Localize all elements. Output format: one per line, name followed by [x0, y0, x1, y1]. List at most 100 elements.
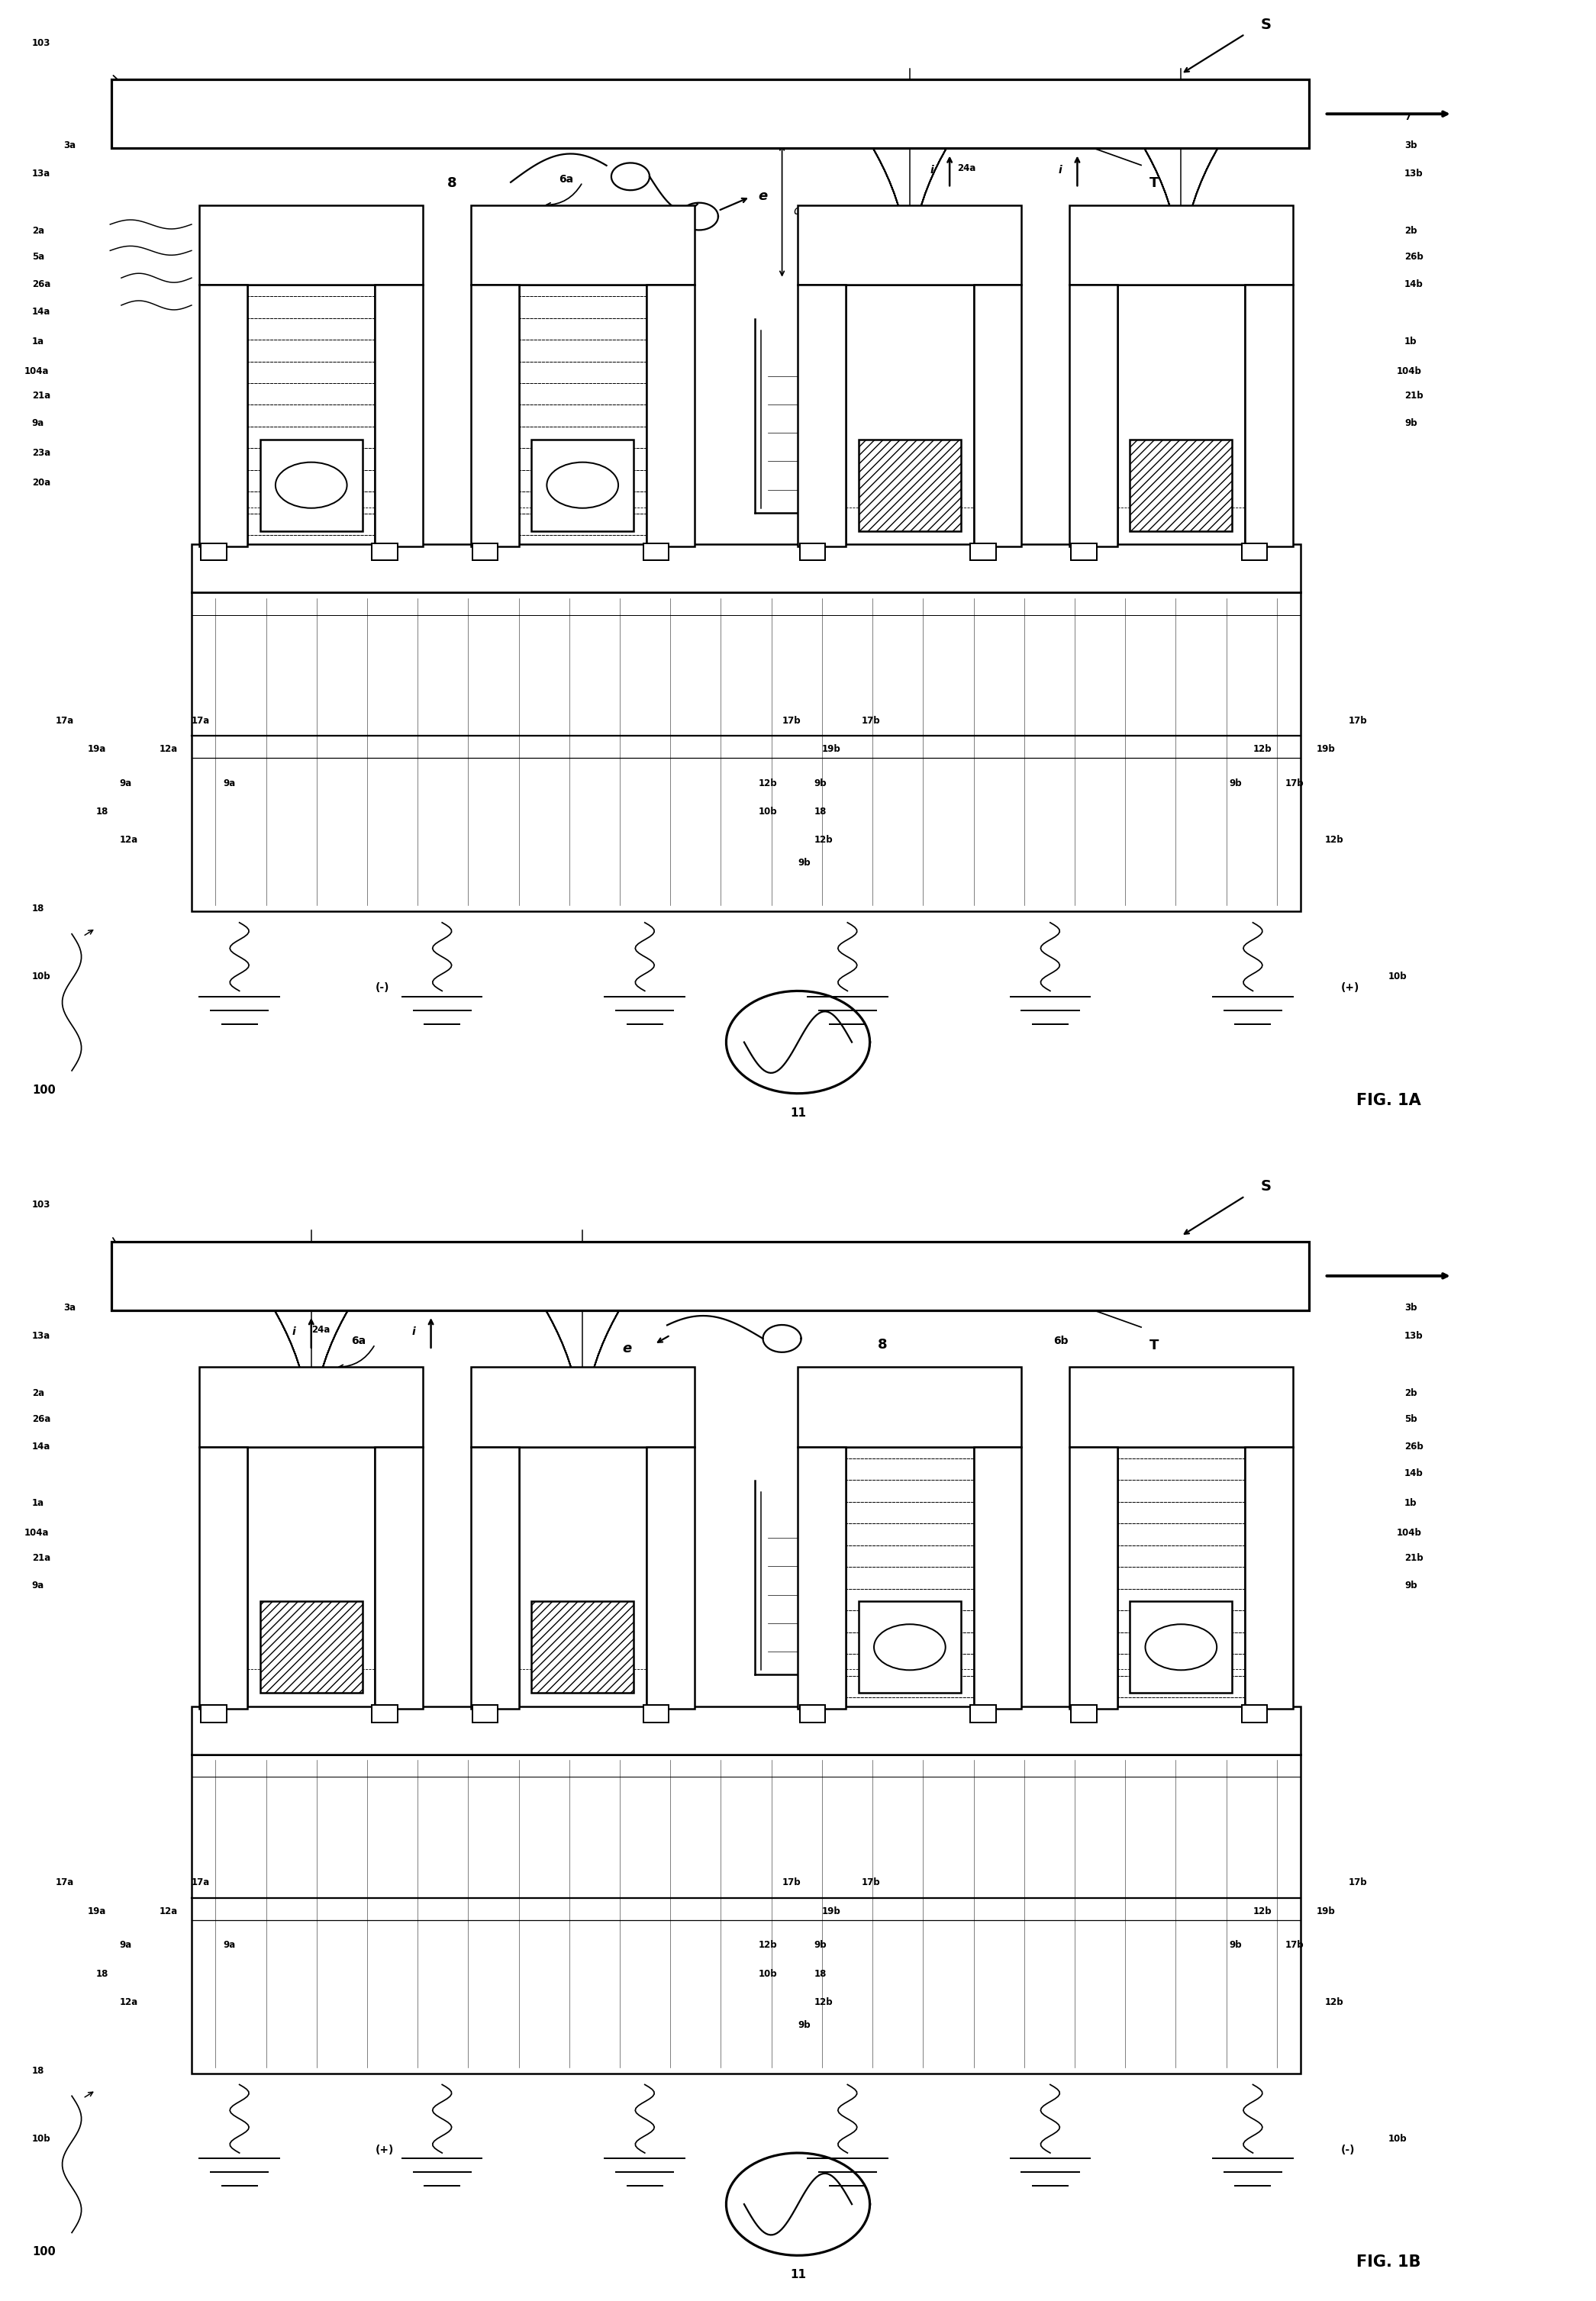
Text: 104a: 104a	[806, 430, 832, 442]
Bar	[200, 285, 247, 548]
Text: 18: 18	[814, 1970, 827, 1979]
Bar	[646, 285, 694, 548]
Ellipse shape	[875, 1625, 945, 1671]
Text: 19b: 19b	[822, 743, 841, 755]
Text: 26b: 26b	[1404, 253, 1424, 262]
Text: 3a: 3a	[64, 140, 77, 150]
Text: 14a: 14a	[32, 306, 51, 318]
Text: 6a: 6a	[559, 175, 573, 184]
Text: 9b: 9b	[1404, 419, 1417, 428]
Text: 12b: 12b	[758, 1940, 777, 1951]
Text: 9b: 9b	[1229, 1940, 1242, 1951]
Text: 23: 23	[806, 1661, 819, 1671]
Text: 13a: 13a	[32, 1330, 51, 1341]
Bar	[1069, 1447, 1117, 1710]
Bar	[531, 1601, 634, 1694]
Text: 103: 103	[32, 1199, 51, 1210]
Text: 12b: 12b	[1253, 743, 1272, 755]
Bar	[192, 591, 1301, 911]
Text: 13b: 13b	[1404, 168, 1424, 179]
Text: 19b: 19b	[1317, 743, 1336, 755]
Text: 7: 7	[487, 1275, 493, 1284]
Text: 26a: 26a	[32, 1415, 51, 1424]
Text: 1a: 1a	[32, 1498, 45, 1507]
Ellipse shape	[276, 463, 346, 509]
Text: 104b: 104b	[1396, 366, 1422, 375]
Bar	[375, 1447, 423, 1710]
Bar	[1245, 1447, 1293, 1710]
Text: i: i	[930, 166, 934, 175]
Text: (-): (-)	[1341, 2145, 1355, 2156]
Text: S: S	[1261, 18, 1272, 32]
Bar	[372, 1705, 397, 1723]
Text: 11: 11	[790, 2269, 806, 2280]
Text: 19b: 19b	[1317, 1905, 1336, 1917]
Text: 18: 18	[32, 904, 45, 913]
Bar	[974, 1447, 1021, 1710]
Text: 5a: 5a	[32, 253, 45, 262]
Bar	[247, 285, 375, 548]
Bar	[112, 1243, 1309, 1309]
Text: 24a: 24a	[311, 1325, 330, 1335]
Bar	[846, 1447, 974, 1710]
Bar	[1242, 543, 1267, 561]
Text: 16: 16	[806, 1484, 819, 1496]
Text: 15: 15	[857, 1417, 870, 1427]
Text: 1b: 1b	[1404, 1498, 1417, 1507]
Text: 1a: 1a	[32, 336, 45, 345]
Bar	[471, 285, 519, 548]
Bar	[200, 205, 423, 285]
Bar	[970, 543, 996, 561]
Text: 17b: 17b	[1285, 1940, 1304, 1951]
Text: 20: 20	[806, 1684, 819, 1694]
Bar	[1117, 285, 1245, 548]
Text: 15: 15	[857, 255, 870, 265]
Text: 24a: 24a	[958, 163, 977, 173]
Text: 9b: 9b	[798, 2020, 811, 2029]
Text: 3b: 3b	[1404, 1302, 1417, 1312]
Text: 104a: 104a	[24, 366, 49, 375]
Text: 12a: 12a	[120, 1997, 139, 2006]
Text: 19a: 19a	[88, 743, 107, 755]
Text: 18: 18	[96, 1970, 109, 1979]
Text: 100: 100	[32, 2246, 56, 2257]
Bar	[247, 1447, 375, 1710]
Text: i: i	[292, 1328, 295, 1337]
Bar	[200, 1447, 247, 1710]
Text: 100: 100	[32, 1084, 56, 1095]
Text: 21a: 21a	[32, 1553, 51, 1562]
Text: 7: 7	[1404, 113, 1411, 122]
Text: 18: 18	[96, 808, 109, 817]
Text: 10b: 10b	[1389, 971, 1408, 983]
Bar	[1069, 1367, 1293, 1447]
Text: 23b: 23b	[806, 499, 825, 509]
Text: 20a: 20a	[32, 479, 51, 488]
Text: 17b: 17b	[1349, 1878, 1368, 1887]
Bar	[1071, 543, 1096, 561]
Text: 9b: 9b	[1404, 1581, 1417, 1590]
Text: 14a: 14a	[32, 1440, 51, 1452]
Text: (+): (+)	[1341, 983, 1360, 994]
Bar	[471, 1367, 694, 1447]
Text: 17b: 17b	[782, 1878, 801, 1887]
Text: 9b: 9b	[798, 858, 811, 867]
Text: T: T	[1149, 177, 1159, 191]
Text: i: i	[1058, 166, 1061, 175]
Text: 10b: 10b	[758, 1970, 777, 1979]
Text: 103: 103	[32, 37, 51, 48]
Bar	[260, 1601, 362, 1694]
Text: 12b: 12b	[1325, 1997, 1344, 2006]
Text: 9a: 9a	[223, 778, 236, 789]
Text: 5b: 5b	[1404, 1415, 1417, 1424]
Bar	[192, 545, 1301, 591]
Text: 12a: 12a	[160, 1905, 179, 1917]
Bar	[1242, 1705, 1267, 1723]
Text: 8: 8	[878, 1339, 887, 1353]
Text: 17b: 17b	[1349, 716, 1368, 725]
Text: 12a: 12a	[160, 743, 179, 755]
Bar	[643, 1705, 669, 1723]
Text: 9a: 9a	[223, 1940, 236, 1951]
Text: 17a: 17a	[192, 1878, 211, 1887]
Text: 13b: 13b	[1404, 1330, 1424, 1341]
Text: 9b: 9b	[814, 1940, 827, 1951]
